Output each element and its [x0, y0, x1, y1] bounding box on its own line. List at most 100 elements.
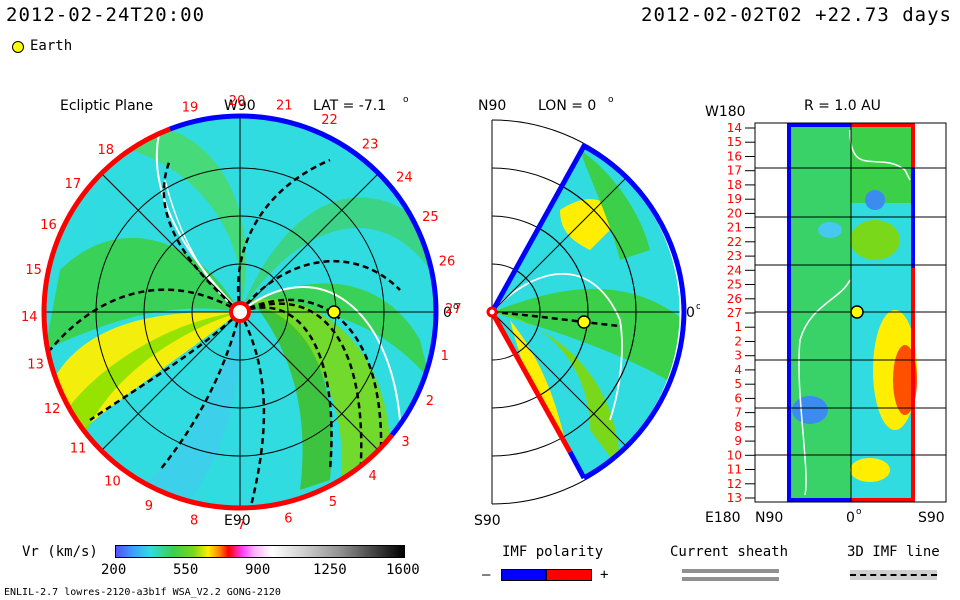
radial-y-label-14: 14	[727, 121, 742, 135]
colorbar-tick-200: 200	[101, 562, 127, 578]
carrington-label-5: 5	[329, 495, 337, 510]
sun-marker-meridional	[486, 306, 498, 318]
meridional-north-label: N90	[478, 98, 506, 114]
ecliptic-title: Ecliptic Plane	[60, 98, 153, 114]
radial-top-left-label: W180	[705, 104, 746, 120]
radial-y-label-12: 12	[727, 477, 742, 491]
radial-y-label-3: 3	[734, 349, 742, 363]
carrington-label-1: 1	[441, 349, 449, 364]
sun-marker	[229, 301, 251, 323]
radial-y-label-11: 11	[727, 463, 742, 477]
imf-line-swatch	[850, 574, 937, 576]
imf-positive-swatch	[546, 569, 592, 581]
radial-y-label-4: 4	[734, 363, 742, 377]
imf-plus-label: +	[600, 567, 609, 583]
carrington-label-16: 16	[40, 218, 57, 233]
ecliptic-polarity-positive	[41, 126, 394, 511]
ecliptic-plane-panel: Ecliptic Plane LAT = -7.1 o W90 E90 0 o	[21, 94, 462, 530]
carrington-label-6: 6	[284, 512, 292, 527]
carrington-label-13: 13	[27, 357, 44, 372]
imf-polarity-label: IMF polarity	[502, 544, 604, 560]
meridional-polarity-positive	[489, 310, 573, 454]
radial-y-label-22: 22	[727, 235, 742, 249]
radial-y-label-15: 15	[727, 135, 742, 149]
colorbar-tick-550: 550	[173, 562, 199, 578]
radial-y-labels: 1415161718192021222324252627123456789101…	[727, 121, 755, 505]
earth-legend-label: Earth	[30, 38, 73, 54]
radial-title: R = 1.0 AU	[804, 98, 881, 114]
radial-y-label-25: 25	[727, 278, 742, 292]
ecliptic-lat-deg: o	[403, 95, 409, 105]
radial-bottom-left-label: E180	[705, 510, 741, 526]
earth-marker-radial	[850, 305, 864, 319]
colorbar-tick-1600: 1600	[386, 562, 420, 578]
carrington-label-7: 7	[237, 518, 245, 530]
carrington-label-27: 27	[445, 302, 462, 317]
meridional-lon: LON = 0	[538, 98, 596, 114]
carrington-label-9: 9	[145, 499, 153, 514]
imf-negative-swatch	[501, 569, 546, 581]
ecliptic-top-label: W90	[224, 98, 256, 114]
radial-polarity-south	[911, 123, 915, 168]
radial-y-label-9: 9	[734, 434, 742, 448]
radial-y-label-21: 21	[727, 221, 742, 235]
meridional-right-label: 0	[686, 305, 695, 321]
radial-y-label-27: 27	[727, 306, 742, 320]
earth-marker-meridional	[577, 315, 591, 329]
carrington-label-8: 8	[190, 514, 198, 529]
radial-y-label-18: 18	[727, 178, 742, 192]
radial-y-label-8: 8	[734, 420, 742, 434]
meridional-panel: N90 LON = 0 o S90 0 o	[474, 95, 700, 529]
imf-minus-label: –	[482, 567, 491, 583]
current-sheath-swatch-bottom	[682, 577, 779, 581]
meridional-polarity-negative	[489, 142, 687, 481]
meridional-velocity-map	[492, 146, 680, 478]
carrington-label-15: 15	[25, 263, 42, 278]
carrington-label-18: 18	[98, 143, 115, 158]
radial-y-label-5: 5	[734, 377, 742, 391]
radial-y-label-2: 2	[734, 335, 742, 349]
radial-y-label-19: 19	[727, 192, 742, 206]
radial-y-label-7: 7	[734, 406, 742, 420]
colorbar-tick-900: 900	[245, 562, 271, 578]
current-sheath-label: Current sheath	[670, 544, 789, 560]
carrington-label-22: 22	[321, 113, 338, 128]
radial-y-label-16: 16	[727, 150, 742, 164]
carrington-label-12: 12	[44, 402, 61, 417]
carrington-label-20: 20	[229, 94, 246, 109]
radial-y-label-20: 20	[727, 206, 742, 220]
earth-legend-icon	[12, 41, 24, 53]
radial-y-label-6: 6	[734, 391, 742, 405]
ecliptic-lat: LAT = -7.1	[313, 98, 386, 114]
carrington-label-25: 25	[422, 210, 439, 225]
imf-line-label: 3D IMF line	[847, 544, 940, 560]
carrington-label-19: 19	[182, 100, 199, 115]
ecliptic-bottom-label: E90	[224, 513, 251, 529]
carrington-label-17: 17	[65, 177, 82, 192]
carrington-labels: 19 20 212223242526271234567891011121314151…	[21, 94, 462, 530]
colorbar-label: Vr (km/s)	[22, 544, 98, 560]
run-datetime: 2012-02-02T02 +22.73 days	[641, 4, 952, 26]
radial-y-label-1: 1	[734, 320, 742, 334]
radial-y-label-17: 17	[727, 164, 742, 178]
carrington-label-4: 4	[369, 469, 377, 484]
carrington-label-2: 2	[426, 394, 434, 409]
ecliptic-polarity-negative	[239, 113, 439, 437]
meridional-right-label-deg: o	[696, 302, 700, 312]
carrington-label-10: 10	[104, 474, 121, 489]
carrington-label-21: 21	[276, 98, 293, 113]
model-info: ENLIL-2.7 lowres-2120-a3b1f WSA_V2.2 GON…	[4, 587, 281, 598]
carrington-label-26: 26	[439, 255, 456, 270]
radial-y-label-24: 24	[727, 263, 742, 277]
carrington-label-24: 24	[396, 171, 413, 186]
ecliptic-right-label: 0	[443, 305, 452, 321]
carrington-label-3: 3	[401, 435, 409, 450]
carrington-label-11: 11	[70, 442, 87, 457]
carrington-label-14: 14	[21, 310, 38, 325]
earth-marker-ecliptic	[327, 305, 341, 319]
model-datetime: 2012-02-24T20:00	[6, 4, 206, 26]
radial-x-label-zero-deg: o	[856, 507, 862, 517]
radial-y-label-26: 26	[727, 292, 742, 306]
ecliptic-right-label-deg: o	[453, 302, 459, 312]
meridional-south-label: S90	[474, 513, 501, 529]
